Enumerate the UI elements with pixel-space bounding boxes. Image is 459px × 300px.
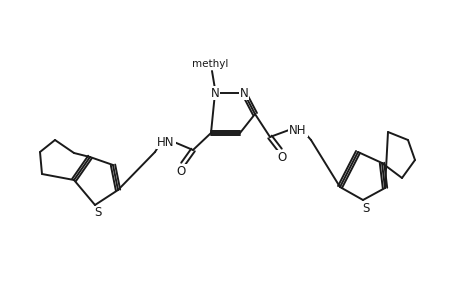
Text: NH: NH	[289, 124, 306, 136]
Text: methyl: methyl	[191, 59, 228, 69]
Text: O: O	[176, 164, 185, 178]
Text: S: S	[362, 202, 369, 214]
Text: N: N	[210, 86, 219, 100]
Text: S: S	[94, 206, 101, 220]
Text: N: N	[239, 86, 248, 100]
Text: O: O	[277, 151, 286, 164]
Text: HN: HN	[157, 136, 174, 148]
